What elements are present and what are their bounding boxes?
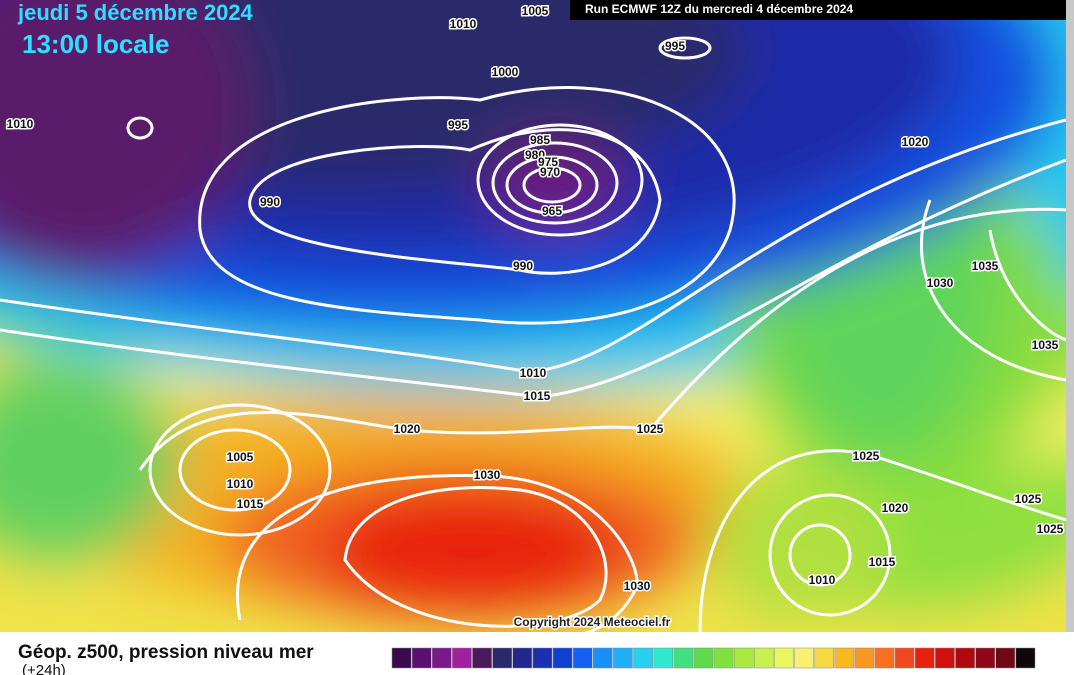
contour-label: 980: [525, 148, 545, 162]
scale-swatch: [955, 647, 975, 669]
contour-label: 1025: [637, 422, 664, 436]
scale-swatch: [874, 647, 895, 669]
scale-swatch: [1015, 647, 1036, 669]
contour-label: 1015: [524, 389, 551, 403]
scale-swatch: [754, 647, 774, 669]
color-scale: [391, 647, 1036, 669]
contour-label: 1025: [1015, 492, 1042, 506]
scale-swatch: [411, 647, 432, 669]
contour-label: 1010: [227, 477, 254, 491]
scale-swatch: [512, 647, 533, 669]
contour-label: 1005: [522, 4, 549, 18]
run-info: Run ECMWF 12Z du mercredi 4 décembre 202…: [585, 2, 853, 16]
scale-swatch: [713, 647, 734, 669]
contour-label: 1030: [624, 579, 651, 593]
contour-label: 990: [260, 195, 280, 209]
contour-label: 1000: [492, 65, 519, 79]
contour-label: 1010: [7, 117, 34, 131]
scale-swatch: [633, 647, 653, 669]
contour-label: 1010: [450, 17, 477, 31]
run-banner: [570, 0, 1066, 20]
contour-label: 1020: [394, 422, 421, 436]
frame-edge: [1066, 0, 1074, 632]
footer-title: Géop. z500, pression niveau mer: [18, 642, 314, 663]
copyright: Copyright 2024 Meteociel.fr: [514, 615, 671, 629]
contour-label: 1035: [972, 259, 999, 273]
contour-label: 1035: [1032, 338, 1059, 352]
time: 13:00 locale: [22, 29, 169, 59]
scale-swatch: [733, 647, 754, 669]
scale-swatch: [814, 647, 834, 669]
scale-swatch: [572, 647, 593, 669]
footer-lead: (+24h): [22, 662, 66, 675]
scale-swatch: [472, 647, 492, 669]
scale-swatch: [834, 647, 855, 669]
scale-swatch: [653, 647, 673, 669]
scale-swatch: [935, 647, 955, 669]
scale-swatch: [613, 647, 633, 669]
scale-swatch: [774, 647, 794, 669]
scale-swatch: [593, 647, 613, 669]
contour-label: 1020: [902, 135, 929, 149]
isobars: [0, 36, 1066, 632]
scale-swatch: [915, 647, 935, 669]
scale-swatch: [532, 647, 553, 669]
scale-swatch: [975, 647, 995, 669]
contour-label: 990: [513, 259, 533, 273]
contour-label: 1025: [1037, 522, 1064, 536]
contour-label: 1020: [882, 501, 909, 515]
contour-label: 985: [530, 133, 550, 147]
contour-label: 1015: [869, 555, 896, 569]
contour-label: 1030: [927, 276, 954, 290]
scale-swatch: [854, 647, 875, 669]
scale-swatch: [492, 647, 512, 669]
scale-swatch: [432, 647, 452, 669]
scale-swatch: [552, 647, 573, 669]
contour-label: 1010: [520, 366, 547, 380]
scale-swatch: [391, 647, 412, 669]
scale-swatch: [673, 647, 694, 669]
contour-label: 995: [665, 39, 685, 53]
contour-label: 1005: [227, 450, 254, 464]
scale-swatch: [794, 647, 814, 669]
contour-label: 995: [448, 118, 468, 132]
contour-label: 970: [540, 165, 560, 179]
contour-label: 1025: [853, 449, 880, 463]
contour-label: 965: [542, 204, 562, 218]
contour-label: 975: [538, 155, 558, 169]
scale-swatch: [693, 647, 714, 669]
scale-swatch: [894, 647, 915, 669]
date: jeudi 5 décembre 2024: [17, 0, 254, 25]
contour-label: 1015: [237, 497, 264, 511]
scale-swatch: [452, 647, 472, 669]
scale-swatch: [995, 647, 1016, 669]
contour-label: 1030: [474, 468, 501, 482]
contour-label: 1010: [809, 573, 836, 587]
